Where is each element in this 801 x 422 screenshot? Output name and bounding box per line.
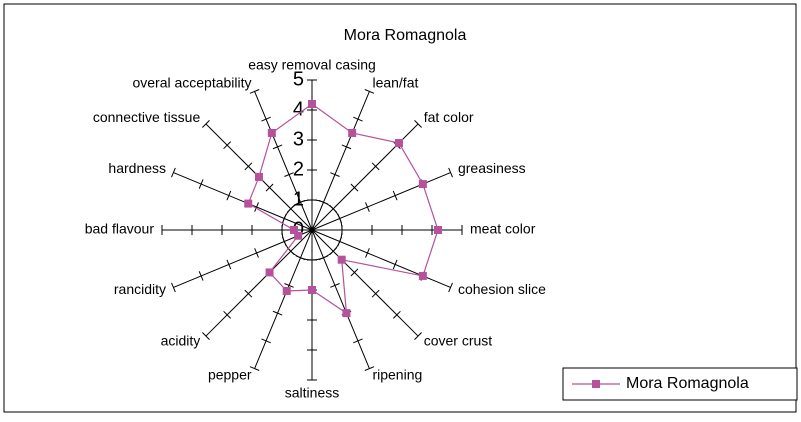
tick-mark xyxy=(392,259,398,270)
point xyxy=(244,199,253,208)
tick-mark xyxy=(414,120,422,128)
axis-label: rancidity xyxy=(114,281,166,297)
spoke xyxy=(311,172,451,231)
chart-border xyxy=(3,3,797,413)
tick-mark xyxy=(226,190,232,201)
tick-mark xyxy=(414,332,422,340)
tick-mark xyxy=(284,172,294,177)
tick-mark xyxy=(371,289,380,298)
spoke xyxy=(311,229,419,337)
spoke xyxy=(254,91,313,231)
axis-label: greasiness xyxy=(458,160,526,176)
point xyxy=(434,226,442,234)
point xyxy=(308,100,316,108)
tick-mark xyxy=(244,289,253,298)
axis-label: overal acceptability xyxy=(132,75,251,91)
point xyxy=(308,286,316,294)
legend-label: Mora Romagnola xyxy=(626,375,749,392)
tick-mark xyxy=(392,310,401,319)
point xyxy=(348,128,357,137)
tick-mark xyxy=(171,282,176,293)
axis-label: easy removal casing xyxy=(248,57,376,73)
tick-mark xyxy=(226,259,232,270)
tick-mark xyxy=(254,202,259,212)
axis-label: ripening xyxy=(372,367,422,383)
tick-mark xyxy=(272,310,283,316)
axis-label: cover crust xyxy=(424,332,493,348)
axis-label: meat color xyxy=(470,221,536,237)
point xyxy=(265,268,274,277)
axis-label: acidity xyxy=(161,332,201,348)
point xyxy=(267,128,276,137)
axis-label: bad flavour xyxy=(85,221,155,237)
tick-mark xyxy=(350,183,359,192)
tick-mark xyxy=(272,144,283,150)
point xyxy=(294,231,303,240)
point xyxy=(254,172,263,181)
tick-mark xyxy=(249,89,260,94)
spoke xyxy=(173,172,313,231)
tick-mark xyxy=(254,248,259,258)
tick-mark xyxy=(371,162,380,171)
axis-label: lean/fat xyxy=(372,75,418,91)
tick-mark xyxy=(171,167,176,178)
point xyxy=(337,255,346,264)
tick-mark xyxy=(223,310,232,319)
r-tick-label: 1 xyxy=(293,188,304,210)
tick-mark xyxy=(353,116,363,122)
tick-mark xyxy=(261,116,271,122)
spoke xyxy=(254,229,313,369)
r-tick-label: 5 xyxy=(293,68,304,90)
tick-mark xyxy=(198,271,204,281)
chart-title: Mora Romagnola xyxy=(344,27,467,44)
tick-mark xyxy=(198,179,204,189)
spoke xyxy=(173,229,313,288)
tick-mark xyxy=(265,183,274,192)
spoke xyxy=(205,229,313,337)
spoke xyxy=(311,229,370,369)
tick-mark xyxy=(202,332,210,340)
tick-mark xyxy=(365,248,370,258)
r-tick-label: 0 xyxy=(293,218,304,240)
tick-mark xyxy=(448,167,453,178)
spoke xyxy=(311,229,451,288)
tick-mark xyxy=(261,338,271,344)
tick-mark xyxy=(392,190,398,201)
tick-mark xyxy=(284,283,294,288)
r-tick-label: 3 xyxy=(293,128,304,150)
point xyxy=(282,286,291,295)
tick-mark xyxy=(365,202,370,212)
point xyxy=(342,309,351,318)
tick-mark xyxy=(448,282,453,293)
tick-mark xyxy=(350,268,359,277)
axis-label: connective tissue xyxy=(93,109,201,125)
tick-mark xyxy=(330,283,340,288)
axis-label: cohesion slice xyxy=(458,281,546,297)
axis-label: pepper xyxy=(208,367,252,383)
tick-mark xyxy=(353,338,363,344)
point xyxy=(418,271,427,280)
grid-ring xyxy=(281,199,343,261)
axis-label: saltiness xyxy=(285,385,339,401)
tick-mark xyxy=(341,144,352,150)
point xyxy=(418,180,427,189)
tick-mark xyxy=(223,141,232,150)
tick-mark xyxy=(330,172,340,177)
r-tick-label: 4 xyxy=(293,98,304,120)
tick-mark xyxy=(364,366,375,371)
axis-label: fat color xyxy=(424,109,474,125)
tick-mark xyxy=(364,89,375,94)
tick-mark xyxy=(249,366,260,371)
legend-marker xyxy=(592,380,600,388)
axis-label: hardness xyxy=(108,160,166,176)
tick-mark xyxy=(244,162,253,171)
point xyxy=(290,226,298,234)
spoke xyxy=(311,91,370,231)
r-tick-label: 2 xyxy=(293,158,304,180)
tick-mark xyxy=(202,120,210,128)
point xyxy=(394,139,403,148)
